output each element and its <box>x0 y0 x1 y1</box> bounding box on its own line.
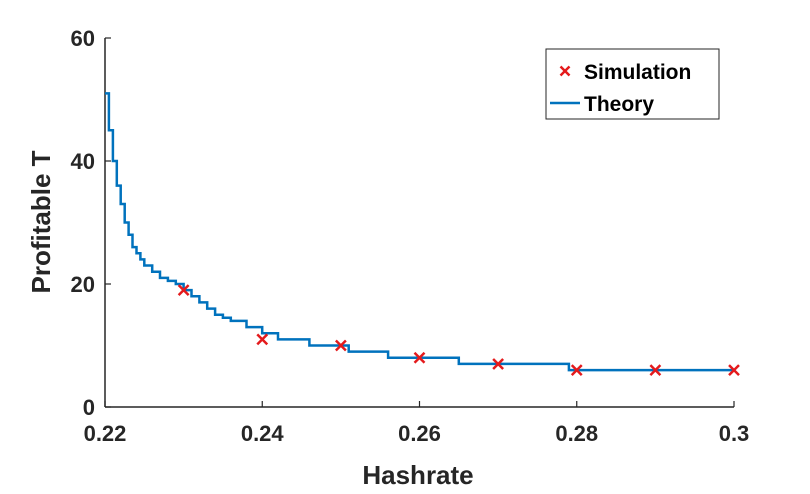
x-tick-label: 0.22 <box>84 421 127 446</box>
axes <box>104 37 735 408</box>
y-tick-label: 40 <box>71 149 95 174</box>
y-axis-title: Profitable T <box>26 150 56 293</box>
simulation-point <box>413 351 426 364</box>
simulation-marker-layer <box>177 284 740 376</box>
simulation-point <box>570 364 583 376</box>
legend-label-simulation: Simulation <box>584 61 691 84</box>
legend: Simulation Theory <box>545 48 720 120</box>
x-tick-label: 0.24 <box>241 421 285 446</box>
x-tick-label: 0.28 <box>555 421 598 446</box>
y-tick-label: 0 <box>83 395 95 420</box>
simulation-point <box>334 339 347 352</box>
legend-simulation-marker <box>559 65 571 77</box>
legend-label-theory: Theory <box>584 93 654 116</box>
legend-box <box>545 48 720 120</box>
y-tick-label: 20 <box>71 272 95 297</box>
x-axis-title: Hashrate <box>362 460 473 490</box>
x-tick-label: 0.3 <box>719 421 750 446</box>
simulation-point <box>177 284 190 297</box>
simulation-point <box>649 364 662 376</box>
simulation-point <box>256 333 269 346</box>
simulation-point <box>728 364 740 376</box>
x-tick-label: 0.26 <box>398 421 441 446</box>
tick-labels: 0.22 0.24 0.26 0.28 0.3 0 20 40 60 <box>71 26 750 446</box>
simulation-point <box>492 358 505 370</box>
y-tick-label: 60 <box>71 26 95 51</box>
